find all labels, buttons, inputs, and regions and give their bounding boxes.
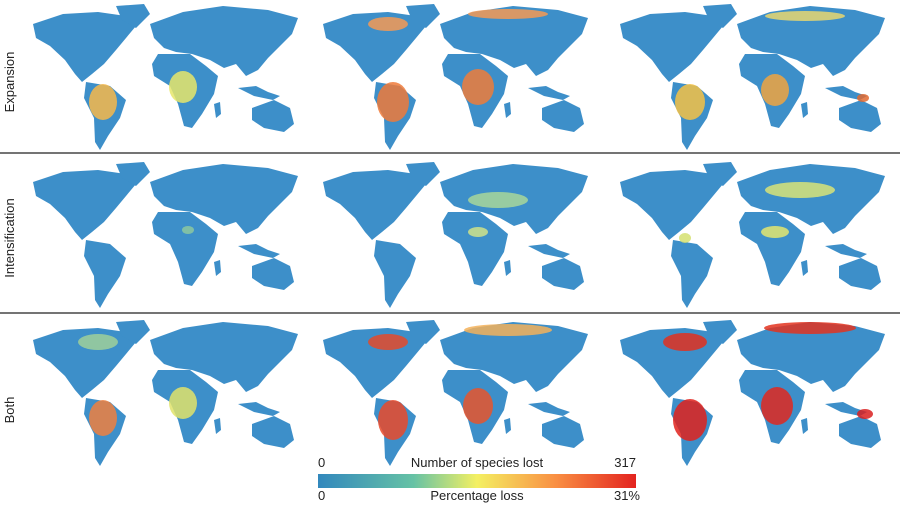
hotspot xyxy=(765,11,845,21)
hotspot xyxy=(89,400,117,436)
map-panel xyxy=(620,320,885,466)
hotspot xyxy=(182,226,194,234)
world-map xyxy=(33,4,298,150)
hotspot xyxy=(368,17,408,31)
row-label: Both xyxy=(2,397,17,424)
colorbar-title: Percentage loss xyxy=(430,488,524,503)
colorbar-max: 31% xyxy=(614,488,640,503)
hotspot xyxy=(468,9,548,19)
row-label: Intensification xyxy=(2,198,17,278)
colorbar-gradient xyxy=(318,474,636,488)
map-panel xyxy=(620,4,885,150)
world-map xyxy=(323,4,588,150)
map-panels xyxy=(33,4,885,466)
map-panel xyxy=(33,162,298,308)
hotspot xyxy=(765,182,835,198)
world-map xyxy=(620,4,885,150)
map-panel xyxy=(323,4,588,150)
hotspot xyxy=(462,69,494,105)
hotspot xyxy=(761,387,793,425)
hotspot xyxy=(857,94,869,102)
hotspot xyxy=(468,227,488,237)
hotspot xyxy=(857,409,873,419)
map-panel xyxy=(33,4,298,150)
hotspot xyxy=(663,333,707,351)
colorbar-title: Number of species lost xyxy=(411,455,544,470)
colorbar-max: 317 xyxy=(614,455,636,470)
colorbar: 0 Number of species lost 317 0 Percentag… xyxy=(318,455,640,503)
hotspot xyxy=(468,192,528,208)
hotspot xyxy=(673,399,707,441)
hotspot xyxy=(464,324,552,336)
colorbar-min: 0 xyxy=(318,455,325,470)
hotspot xyxy=(368,334,408,350)
map-panel xyxy=(323,320,588,466)
hotspot xyxy=(169,387,197,419)
hotspot xyxy=(377,82,409,122)
hotspot xyxy=(679,233,691,243)
world-map xyxy=(620,320,885,466)
map-panel xyxy=(620,162,885,308)
hotspot xyxy=(463,388,493,424)
hotspot xyxy=(78,334,118,350)
hotspot xyxy=(378,400,408,440)
hotspot xyxy=(675,84,705,120)
world-map xyxy=(323,320,588,466)
hotspot xyxy=(764,322,856,334)
colorbar-min: 0 xyxy=(318,488,325,503)
hotspot xyxy=(169,71,197,103)
world-map xyxy=(323,162,588,308)
hotspot xyxy=(761,226,789,238)
hotspot xyxy=(89,84,117,120)
row-label: Expansion xyxy=(2,52,17,113)
world-map xyxy=(33,162,298,308)
map-panel xyxy=(33,320,298,466)
world-map xyxy=(33,320,298,466)
map-panel xyxy=(323,162,588,308)
world-map xyxy=(620,162,885,308)
hotspot xyxy=(761,74,789,106)
